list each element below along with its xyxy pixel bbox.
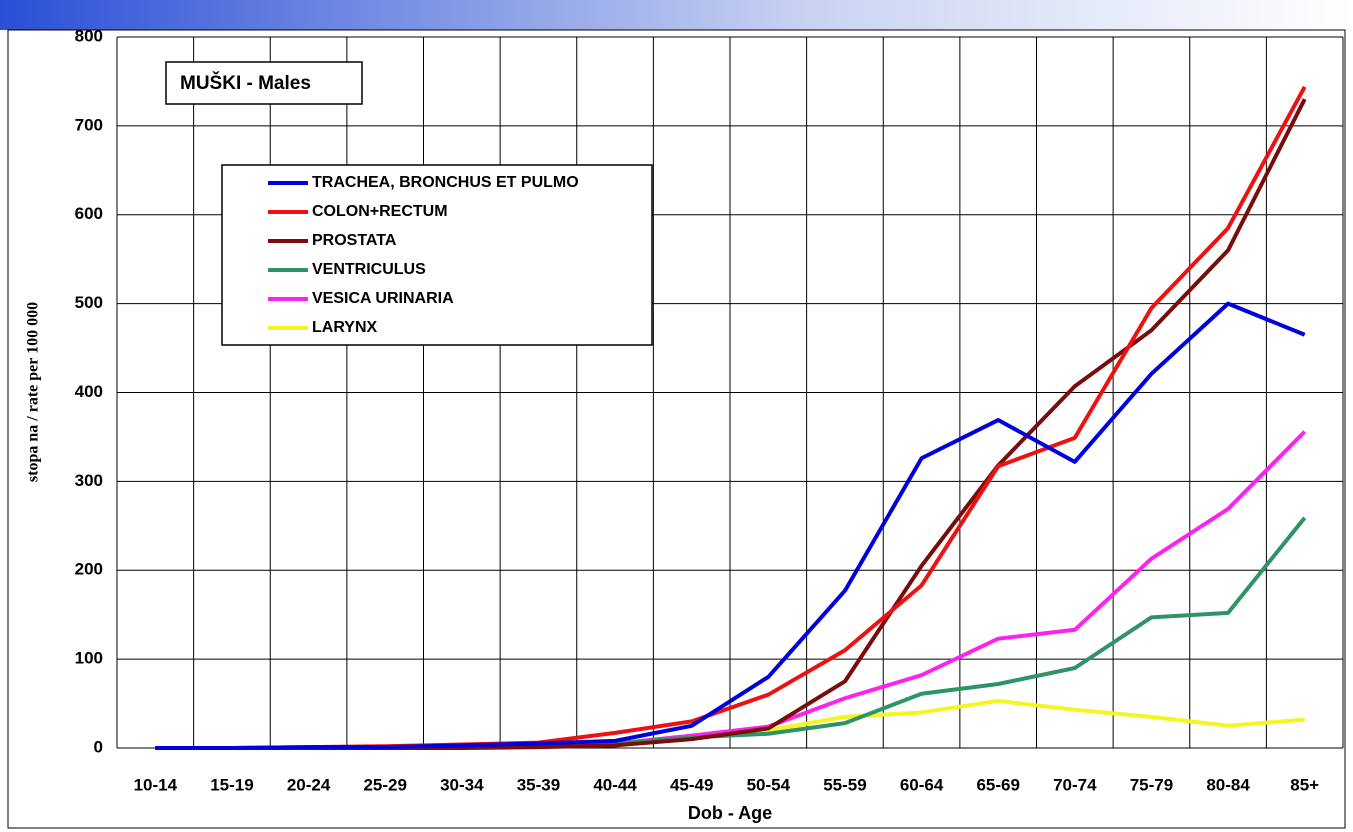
x-tick-label: 35-39 xyxy=(517,775,560,794)
y-tick-label: 700 xyxy=(75,115,103,134)
x-tick-label: 40-44 xyxy=(593,775,637,794)
series-line xyxy=(155,301,1306,750)
x-tick-label: 50-54 xyxy=(747,775,791,794)
y-tick-label: 100 xyxy=(75,649,103,668)
legend-label: VENTRICULUS xyxy=(312,261,426,278)
y-tick-label: 600 xyxy=(75,204,103,223)
y-tick-label: 800 xyxy=(75,26,103,45)
x-tick-label: 75-79 xyxy=(1130,775,1173,794)
y-axis-title: stopa na / rate per 100 000 xyxy=(25,302,42,482)
x-tick-label: 85+ xyxy=(1290,775,1319,794)
x-tick-label: 60-64 xyxy=(900,775,944,794)
x-tick-label: 45-49 xyxy=(670,775,713,794)
legend-label: VESICA URINARIA xyxy=(312,290,454,307)
legend-label: COLON+RECTUM xyxy=(312,203,448,220)
x-tick-label: 10-14 xyxy=(134,775,178,794)
legend-label: PROSTATA xyxy=(312,232,397,249)
x-tick-label: 80-84 xyxy=(1206,775,1250,794)
legend xyxy=(221,164,653,346)
y-tick-label: 200 xyxy=(75,560,103,579)
x-tick-label: 30-34 xyxy=(440,775,484,794)
x-tick-label: 55-59 xyxy=(823,775,866,794)
header-band xyxy=(0,0,1353,30)
frame xyxy=(7,29,1346,829)
legend-label: TRACHEA, BRONCHUS ET PULMO xyxy=(312,174,579,191)
annotation-box xyxy=(165,61,363,105)
y-tick-label: 300 xyxy=(75,471,103,490)
x-tick-label: 65-69 xyxy=(976,775,1019,794)
y-tick-label: 400 xyxy=(75,382,103,401)
y-tick-label: 0 xyxy=(94,737,103,756)
annotation: MUŠKI - Males xyxy=(180,72,311,94)
x-tick-label: 25-29 xyxy=(363,775,406,794)
x-axis-title: Dob - Age xyxy=(688,803,772,823)
x-tick-label: 70-74 xyxy=(1053,775,1097,794)
y-tick-label: 500 xyxy=(75,293,103,312)
legend-label: LARYNX xyxy=(312,319,378,336)
x-tick-label: 20-24 xyxy=(287,775,331,794)
x-tick-label: 15-19 xyxy=(210,775,253,794)
